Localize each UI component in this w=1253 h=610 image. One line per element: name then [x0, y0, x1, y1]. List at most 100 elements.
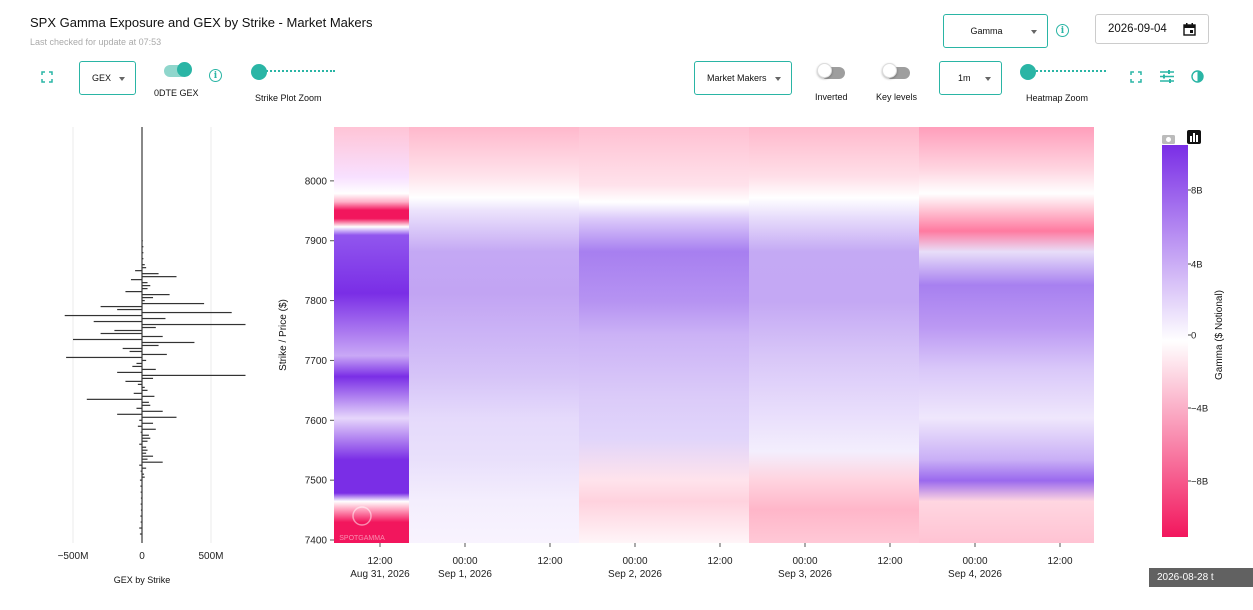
heatmap-session-band — [749, 127, 919, 543]
gex-bar — [142, 437, 151, 439]
metric-select-value: Gamma — [970, 26, 1003, 36]
gex-bar — [117, 308, 142, 311]
spotgamma-logo: SPOTGAMMA — [339, 506, 385, 542]
colorbar-tick-label: 8B — [1191, 186, 1203, 197]
key-levels-toggle[interactable] — [882, 63, 912, 81]
gex-bar — [73, 338, 142, 341]
y-tick-label: 7500 — [305, 476, 328, 487]
chevron-down-icon — [775, 77, 781, 81]
heatmap-zoom-slider[interactable] — [1020, 64, 1106, 80]
heatmap-session-band — [919, 127, 1094, 543]
gex-bar — [142, 410, 163, 412]
interval-select-value: 1m — [958, 73, 971, 83]
gex-bar — [142, 476, 145, 478]
gex-bar — [86, 398, 142, 400]
gex-bar — [139, 419, 142, 421]
sliders-icon[interactable] — [1160, 70, 1174, 83]
gex-bar — [142, 341, 195, 344]
x-tick-date: Sep 2, 2026 — [608, 569, 662, 580]
gex-select-value: GEX — [92, 73, 112, 83]
heatmap-zoom-label: Heatmap Zoom — [1026, 93, 1089, 103]
metric-select[interactable]: Gamma — [943, 14, 1048, 48]
gex-bar — [142, 434, 149, 436]
bar-chart-bar — [1190, 136, 1192, 142]
gex-bar — [140, 521, 142, 523]
gex-bar — [136, 362, 142, 365]
bar-chart-icon[interactable] — [1187, 130, 1201, 144]
colorbar-tick-label: 4B — [1191, 260, 1203, 271]
odte-toggle[interactable] — [164, 62, 194, 79]
gex-bar — [142, 344, 159, 347]
gex-bar — [142, 455, 154, 457]
gex-bar — [142, 458, 148, 460]
gex-bar — [142, 467, 147, 469]
gex-bar — [140, 431, 142, 433]
y-tick-label: 7900 — [305, 236, 328, 247]
strike-zoom-label: Strike Plot Zoom — [255, 93, 322, 103]
camera-icon[interactable] — [1162, 135, 1175, 144]
x-tick-label: −500M — [58, 551, 89, 562]
gamma-colorbar: 8B 4B 0 −4B −8B Gamma ($ Notional) — [1162, 130, 1225, 537]
x-tick-date: Sep 4, 2026 — [948, 569, 1002, 580]
watermark-text: SPOTGAMMA — [339, 535, 385, 542]
gex-bar — [142, 401, 149, 403]
x-tick-time: 12:00 — [1047, 556, 1072, 567]
y-tick-label: 7600 — [305, 416, 328, 427]
gex-bar — [100, 305, 142, 308]
odte-toggle-knob — [177, 62, 192, 77]
gex-bar — [142, 473, 145, 475]
gex-bar — [125, 380, 142, 382]
heatmap-session-band — [334, 127, 409, 543]
expand-icon[interactable] — [1130, 71, 1142, 83]
slider-handle[interactable] — [251, 64, 267, 80]
gex-bar — [130, 279, 142, 281]
date-tooltip: 2026-08-28 t — [1149, 568, 1253, 587]
expand-icon[interactable] — [41, 71, 53, 83]
gex-bar — [142, 374, 246, 377]
calendar-icon[interactable] — [1183, 23, 1196, 36]
gex-bar — [142, 258, 144, 260]
page-title: SPX Gamma Exposure and GEX by Strike - M… — [30, 15, 373, 30]
gex-bar — [142, 276, 177, 278]
y-tick-label: 7700 — [305, 356, 328, 367]
gex-bar — [142, 422, 154, 424]
strike-zoom-slider[interactable] — [251, 64, 336, 80]
gex-bar — [142, 296, 154, 299]
y-tick-label: 7800 — [305, 296, 328, 307]
gex-bar — [140, 515, 142, 517]
gex-bar — [142, 317, 166, 320]
interval-select[interactable]: 1m — [939, 61, 1002, 95]
gex-by-strike-chart: −500M 0 500M GEX by Strike — [58, 127, 246, 585]
info-icon[interactable]: i — [209, 69, 222, 82]
info-icon[interactable]: i — [1056, 24, 1069, 37]
inverted-label: Inverted — [815, 92, 848, 102]
x-tick-time: 00:00 — [792, 556, 817, 567]
x-tick-time: 12:00 — [707, 556, 732, 567]
contrast-icon[interactable] — [1191, 70, 1204, 83]
participant-select-value: Market Makers — [707, 73, 767, 83]
chevron-down-icon — [119, 77, 125, 81]
gex-bar — [114, 329, 142, 332]
gex-bar — [142, 368, 156, 371]
gex-bar — [139, 443, 142, 445]
chevron-down-icon — [1031, 30, 1037, 34]
gex-bar — [140, 503, 142, 505]
gex-bar — [142, 240, 143, 242]
gex-bar — [142, 428, 156, 430]
inverted-toggle[interactable] — [817, 63, 847, 81]
gex-bar — [117, 371, 142, 374]
gex-bar — [142, 267, 147, 269]
gex-bar — [64, 314, 142, 317]
gex-bar — [142, 273, 159, 275]
bar-chart-bar — [1196, 135, 1198, 142]
date-picker[interactable]: 2026-09-04 — [1095, 14, 1209, 44]
slider-handle[interactable] — [1020, 64, 1036, 80]
date-picker-value: 2026-09-04 — [1108, 23, 1167, 35]
gex-select[interactable]: GEX — [79, 61, 136, 95]
colorbar-gradient — [1162, 145, 1188, 537]
gex-bar — [142, 440, 148, 442]
gex-bar — [140, 485, 142, 487]
x-tick-time: 12:00 — [367, 556, 392, 567]
gex-bar — [142, 252, 144, 254]
participant-select[interactable]: Market Makers — [694, 61, 792, 95]
